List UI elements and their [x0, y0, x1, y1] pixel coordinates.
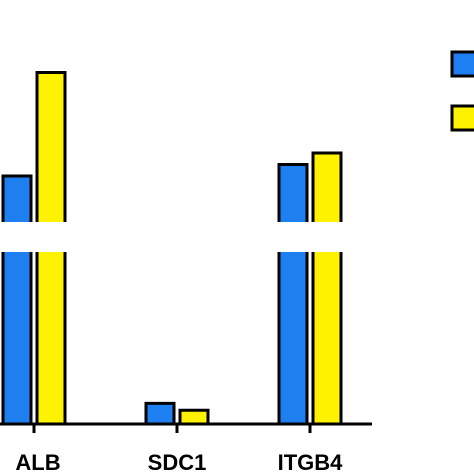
bar-sdc1-series-1: [144, 401, 176, 426]
axis-break-gaps: [0, 222, 372, 252]
axis-break-gap: [0, 222, 372, 252]
bar-alb-series-1: [1, 174, 33, 426]
bar-itgb4-series-1: [277, 163, 309, 426]
x-tick-label-alb: ALB: [15, 450, 60, 474]
legend: [450, 50, 474, 132]
x-tick-marks: [32, 424, 312, 433]
legend-swatch-series-2: [450, 104, 474, 132]
bar-itgb4-series-2: [311, 151, 343, 426]
x-tick-label-sdc1: SDC1: [148, 450, 207, 474]
x-tick-label-itgb4: ITGB4: [278, 450, 344, 474]
bars-group: [1, 71, 343, 426]
bar-sdc1-series-2: [178, 408, 210, 426]
legend-swatch-series-1: [450, 50, 474, 78]
